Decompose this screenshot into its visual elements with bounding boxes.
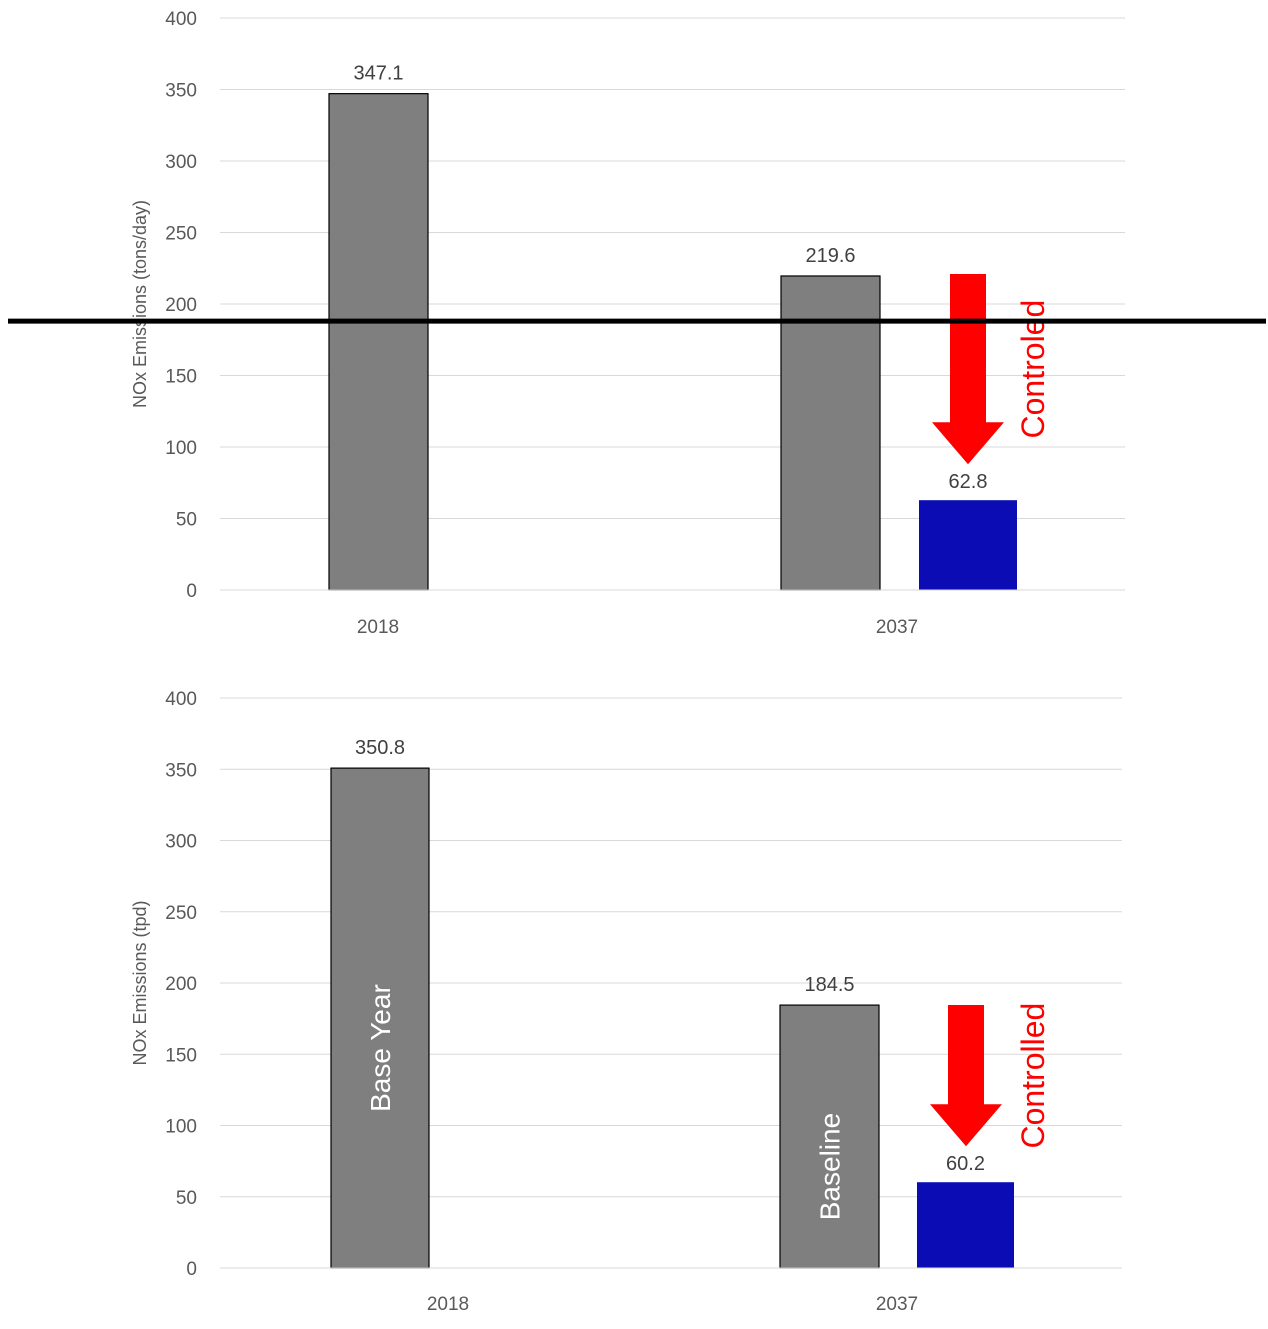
x-tick-label: 2037 (876, 617, 918, 638)
y-tick-label: 300 (165, 152, 197, 173)
y-tick-label: 50 (176, 1188, 197, 1209)
down-arrow-icon (932, 274, 1004, 465)
y-tick-label: 100 (165, 1117, 197, 1138)
y-tick-label: 350 (165, 760, 197, 781)
y-tick-label: 400 (165, 9, 197, 30)
data-label: 62.8 (949, 471, 988, 493)
x-tick-label: 2018 (357, 617, 399, 638)
bar-label: Base Year (365, 984, 396, 1112)
y-tick-label: 150 (165, 1045, 197, 1066)
y-tick-label: 350 (165, 81, 197, 102)
bar (780, 275, 881, 591)
annotation-label: Controlled (1015, 1003, 1051, 1149)
y-tick-label: 50 (176, 510, 197, 531)
data-label: 60.2 (946, 1153, 985, 1175)
down-arrow-icon (930, 1005, 1002, 1147)
bar-label: Baseline (815, 1113, 846, 1220)
y-tick-label: 200 (165, 295, 197, 316)
y-axis-label: NOx Emissions (tpd) (130, 900, 150, 1065)
y-axis-label: NOx Emissions (tons/day) (130, 200, 150, 408)
y-tick-label: 250 (165, 224, 197, 245)
y-tick-label: 200 (165, 974, 197, 995)
y-tick-label: 0 (186, 581, 197, 602)
y-tick-label: 400 (165, 689, 197, 710)
data-label: 347.1 (353, 63, 403, 85)
data-label: 219.6 (805, 245, 855, 267)
data-label: 184.5 (804, 974, 854, 996)
y-tick-label: 300 (165, 832, 197, 853)
data-label: 350.8 (355, 737, 405, 759)
x-tick-label: 2037 (876, 1294, 918, 1315)
bar (919, 500, 1017, 590)
y-tick-label: 150 (165, 367, 197, 388)
y-tick-label: 0 (186, 1259, 197, 1280)
x-tick-label: 2018 (427, 1294, 469, 1315)
bar (330, 767, 430, 1269)
bar (779, 1004, 880, 1269)
y-tick-label: 250 (165, 903, 197, 924)
y-tick-label: 100 (165, 438, 197, 459)
bar (917, 1182, 1014, 1268)
bar (328, 93, 429, 591)
